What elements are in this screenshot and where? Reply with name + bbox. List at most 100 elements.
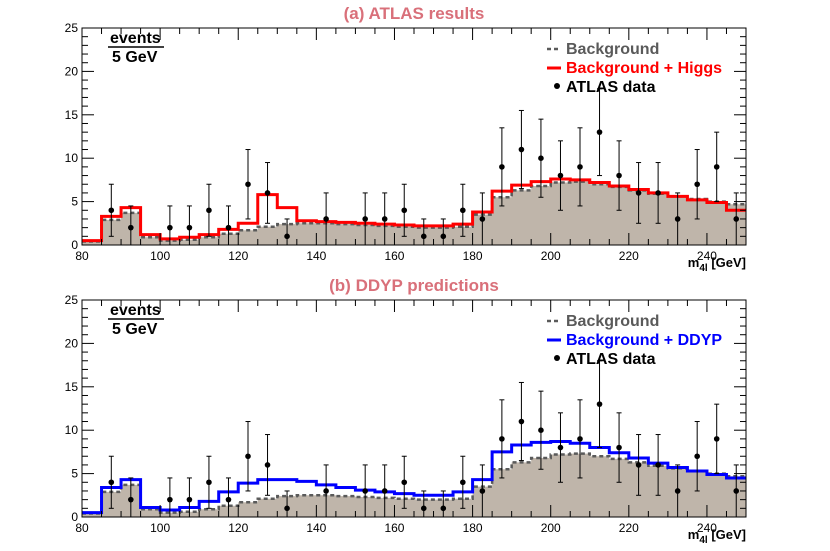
x-tick-label: 120 [228,249,248,263]
legend-label-data: ATLAS data [566,351,656,368]
data-point [401,207,408,214]
x-tick-label: 180 [463,249,483,263]
chart-title: (b) DDYP predictions [329,276,499,295]
data-point [128,496,134,503]
data-point [225,224,232,231]
y-tick-label: 10 [65,151,79,165]
x-axis-label: m4l [GeV] [688,527,746,546]
data-point [323,216,329,222]
y-tick-label: 0 [71,238,78,252]
x-tick-label: 120 [228,521,248,535]
legend-label-background: Background [566,313,659,330]
data-point [616,444,622,451]
data-point [420,233,427,240]
y-axis-label-numerator: events [110,302,161,319]
legend-label-background: Background [566,41,659,58]
x-tick-label: 80 [75,249,89,263]
data-point [479,216,486,222]
x-tick-label: 240 [697,521,717,535]
signal-line [82,177,746,243]
legend-label-signal: Background + Higgs [566,60,722,77]
y-axis-label-numerator: events [110,30,161,47]
y-tick-label: 5 [71,195,78,209]
x-axis-label-unit: [GeV] [708,527,746,542]
chart-panel-b: (b) DDYP predictions 0 5 10 15 20 25 80 100 120 14… [65,276,747,546]
y-tick-label: 15 [65,108,79,122]
x-axis-label-unit: [GeV] [708,255,746,270]
data-point [440,233,447,240]
y-axis-label-denominator: 5 GeV [112,321,158,338]
data-point [577,164,583,170]
legend: Background Background + Higgs ATLAS data [547,41,722,96]
data-point [206,207,212,214]
data-point [362,488,368,494]
x-tick-label: 80 [75,521,89,535]
x-tick-label: 240 [697,249,717,263]
x-tick-label: 200 [541,521,561,535]
legend-swatch-data [554,83,560,89]
data-point [362,216,368,222]
data-point [655,462,661,468]
data-point [518,146,525,153]
chart-title: (a) ATLAS results [344,4,485,23]
legend-label-data: ATLAS data [566,79,656,96]
x-axis-label: m4l [GeV] [688,255,746,274]
x-tick-label: 220 [619,249,639,263]
data-point [167,496,173,503]
data-point [733,216,740,222]
data-point [713,164,720,170]
y-tick-label: 25 [65,21,79,35]
x-axis-label-sub: 4l [699,263,708,274]
y-tick-label: 20 [65,336,79,350]
data-point [264,462,271,468]
x-tick-label: 180 [463,521,483,535]
x-axis-label-main: m [688,527,700,542]
data-point [460,479,466,486]
y-tick-label: 0 [71,510,78,524]
data-point [674,488,681,494]
y-tick-label: 10 [65,423,79,437]
data-point [635,462,642,468]
legend-swatch-data [554,355,560,361]
data-point [186,496,193,503]
x-tick-label: 160 [384,249,404,263]
data-point [401,479,408,486]
data-point [694,453,700,460]
y-axis-label-denominator: 5 GeV [112,49,158,66]
data-point [381,488,388,494]
data-point [245,181,251,188]
x-tick-label: 100 [150,249,170,263]
data-point [596,401,603,407]
legend: Background Background + DDYP ATLAS data [547,313,722,368]
data-point [557,444,564,451]
data-point [440,505,447,512]
data-point [108,479,115,486]
data-point [538,155,544,161]
chart-panel-a: (a) ATLAS results 0 5 10 15 20 25 80 100 120 140 16… [65,4,747,274]
data-point [245,453,251,460]
x-tick-label: 100 [150,521,170,535]
data-point [733,488,740,494]
data-point [616,172,622,179]
data-point [499,164,505,170]
data-point [518,418,525,425]
data-point [225,496,232,503]
x-tick-label: 140 [306,521,326,535]
data-point [186,224,193,231]
y-tick-label: 15 [65,380,79,394]
x-axis-label-sub: 4l [699,535,708,546]
data-point [284,505,290,512]
data-point [460,207,466,214]
x-tick-label: 220 [619,521,639,535]
data-point [538,427,544,434]
x-tick-label: 160 [384,521,404,535]
x-tick-label: 140 [306,249,326,263]
data-point [635,190,642,196]
data-point [479,488,486,494]
data-point [499,436,505,442]
data-point [420,505,427,512]
data-point [713,436,720,442]
data-point [694,181,700,188]
y-tick-label: 20 [65,64,79,78]
